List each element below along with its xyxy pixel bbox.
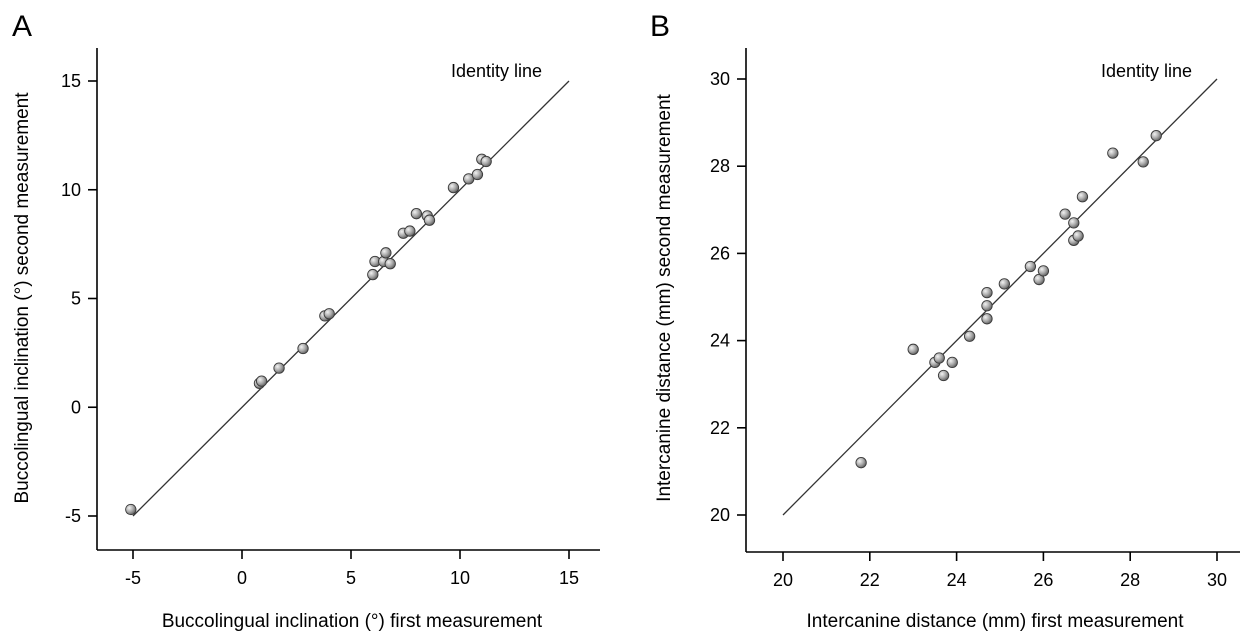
panel-b-data-point bbox=[946, 356, 958, 369]
panel-b-x-tick-label: 24 bbox=[947, 570, 967, 590]
panel-a-x-tick-label: -5 bbox=[125, 568, 141, 588]
panel-a-identity-annotation: Identity line bbox=[451, 61, 542, 81]
panel-a-x-tick-label: 5 bbox=[346, 568, 356, 588]
panel-a-data-point bbox=[255, 375, 268, 387]
panel-a-points bbox=[125, 153, 492, 516]
panel-b-data-point bbox=[981, 313, 993, 325]
panel-a-y-tick-label: 0 bbox=[71, 397, 81, 417]
panel-b-y-tick-label: 22 bbox=[710, 418, 730, 438]
panel-a-x-tick-label: 10 bbox=[450, 568, 470, 588]
panel-a-data-point bbox=[471, 168, 484, 181]
panel-b-data-point bbox=[1076, 191, 1089, 203]
panel-a-data-point bbox=[404, 225, 416, 237]
panel-b-data-point bbox=[907, 343, 919, 355]
panel-a-data-point bbox=[367, 268, 379, 281]
panel-b-x-tick-label: 26 bbox=[1033, 570, 1053, 590]
panel-a-label: A bbox=[12, 10, 32, 43]
panel-a-data-point bbox=[297, 342, 309, 355]
panel-b-data-point bbox=[998, 278, 1010, 290]
panel-a-y-tick-label: -5 bbox=[65, 506, 81, 526]
panel-a-identity-line bbox=[132, 80, 570, 517]
panel-b-data-point bbox=[1150, 130, 1162, 142]
panel-a-y-tick-label: 15 bbox=[61, 71, 81, 91]
panel-b-data-point bbox=[855, 457, 867, 469]
panel-a-data-point bbox=[273, 362, 285, 374]
panel-a-chart: A -5 0 5 10 15 -5 0 5 10 15 Identity line Buccoli… bbox=[12, 10, 600, 632]
panel-b-points bbox=[855, 130, 1162, 469]
panel-b-data-point bbox=[1068, 217, 1080, 229]
panel-b-identity-line bbox=[782, 78, 1218, 516]
panel-a-y-tick-label: 5 bbox=[71, 289, 81, 309]
panel-b-data-point bbox=[933, 352, 945, 364]
panel-b-y-tick-label: 24 bbox=[710, 331, 730, 351]
panel-a-x-tick-label: 15 bbox=[559, 568, 579, 588]
panel-b-label: B bbox=[650, 10, 670, 43]
panel-a-ticks: -5 0 5 10 15 -5 0 5 10 15 bbox=[61, 71, 579, 588]
panel-b-y-tick-label: 26 bbox=[710, 243, 730, 263]
panel-b-y-axis-label: Intercanine distance (mm) second measure… bbox=[654, 93, 675, 501]
panel-a-data-point bbox=[125, 503, 137, 516]
panel-b-chart: B 20 22 24 26 28 30 20 22 24 26 28 30 Identity line… bbox=[650, 10, 1240, 632]
panel-a-y-axis-label: Buccolingual inclination (°) second meas… bbox=[12, 92, 33, 504]
panel-a-data-point bbox=[480, 155, 492, 168]
panel-a-data-point bbox=[384, 258, 396, 270]
panel-b-y-tick-label: 28 bbox=[710, 156, 730, 176]
panel-a-data-point bbox=[323, 308, 335, 320]
panel-a-y-tick-label: 10 bbox=[61, 180, 81, 200]
panel-a-data-point bbox=[423, 214, 436, 226]
panel-a-data-point bbox=[410, 208, 423, 220]
panel-b-data-point bbox=[1059, 208, 1071, 220]
panel-b-data-point bbox=[1024, 260, 1037, 273]
panel-b-x-tick-label: 20 bbox=[773, 570, 793, 590]
panel-b-y-tick-label: 30 bbox=[710, 69, 730, 89]
panel-b-identity-annotation: Identity line bbox=[1101, 61, 1192, 81]
panel-b-data-point bbox=[1037, 265, 1050, 277]
panel-b-data-point bbox=[1072, 230, 1084, 242]
panel-b-ticks: 20 22 24 26 28 30 20 22 24 26 28 30 bbox=[710, 69, 1227, 590]
panel-a-data-point bbox=[447, 181, 460, 194]
panel-b-data-point bbox=[981, 300, 993, 312]
panel-a-x-tick-label: 0 bbox=[237, 568, 247, 588]
panel-a-x-axis-label: Buccolingual inclination (°) first measu… bbox=[162, 611, 543, 632]
panel-b-data-point bbox=[1107, 147, 1119, 159]
panel-b-y-tick-label: 20 bbox=[710, 505, 730, 525]
panel-b-x-axis-label: Intercanine distance (mm) first measurem… bbox=[807, 611, 1185, 632]
panel-b-x-tick-label: 22 bbox=[860, 570, 880, 590]
panel-b-data-point bbox=[981, 286, 993, 299]
panel-b-x-tick-label: 30 bbox=[1207, 570, 1227, 590]
panel-b-data-point bbox=[963, 330, 976, 342]
panel-b-data-point bbox=[937, 369, 950, 382]
panel-b-x-tick-label: 28 bbox=[1120, 570, 1140, 590]
panel-a-data-point bbox=[380, 247, 392, 259]
panel-b-data-point bbox=[1137, 156, 1149, 168]
